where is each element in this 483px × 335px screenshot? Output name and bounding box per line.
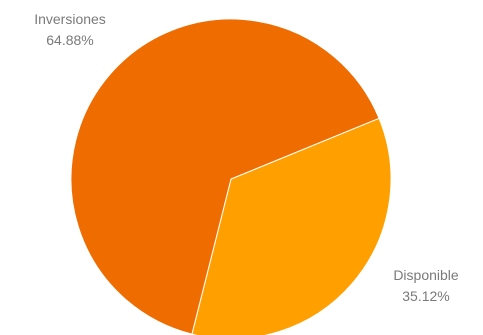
pie-slice-inversiones[interactable]: [70, 18, 380, 335]
slice-label-inversiones-value: 64.88%: [46, 32, 93, 48]
slice-label-disponible-value: 35.12%: [402, 288, 449, 304]
slice-label-inversiones-name: Inversiones: [34, 11, 106, 27]
slice-label-disponible-name: Disponible: [393, 267, 459, 283]
pie-slices: [70, 18, 392, 335]
pie-slice-disponible[interactable]: [191, 117, 392, 335]
pie-labels: Inversiones 64.88% Disponible 35.12%: [34, 11, 459, 304]
